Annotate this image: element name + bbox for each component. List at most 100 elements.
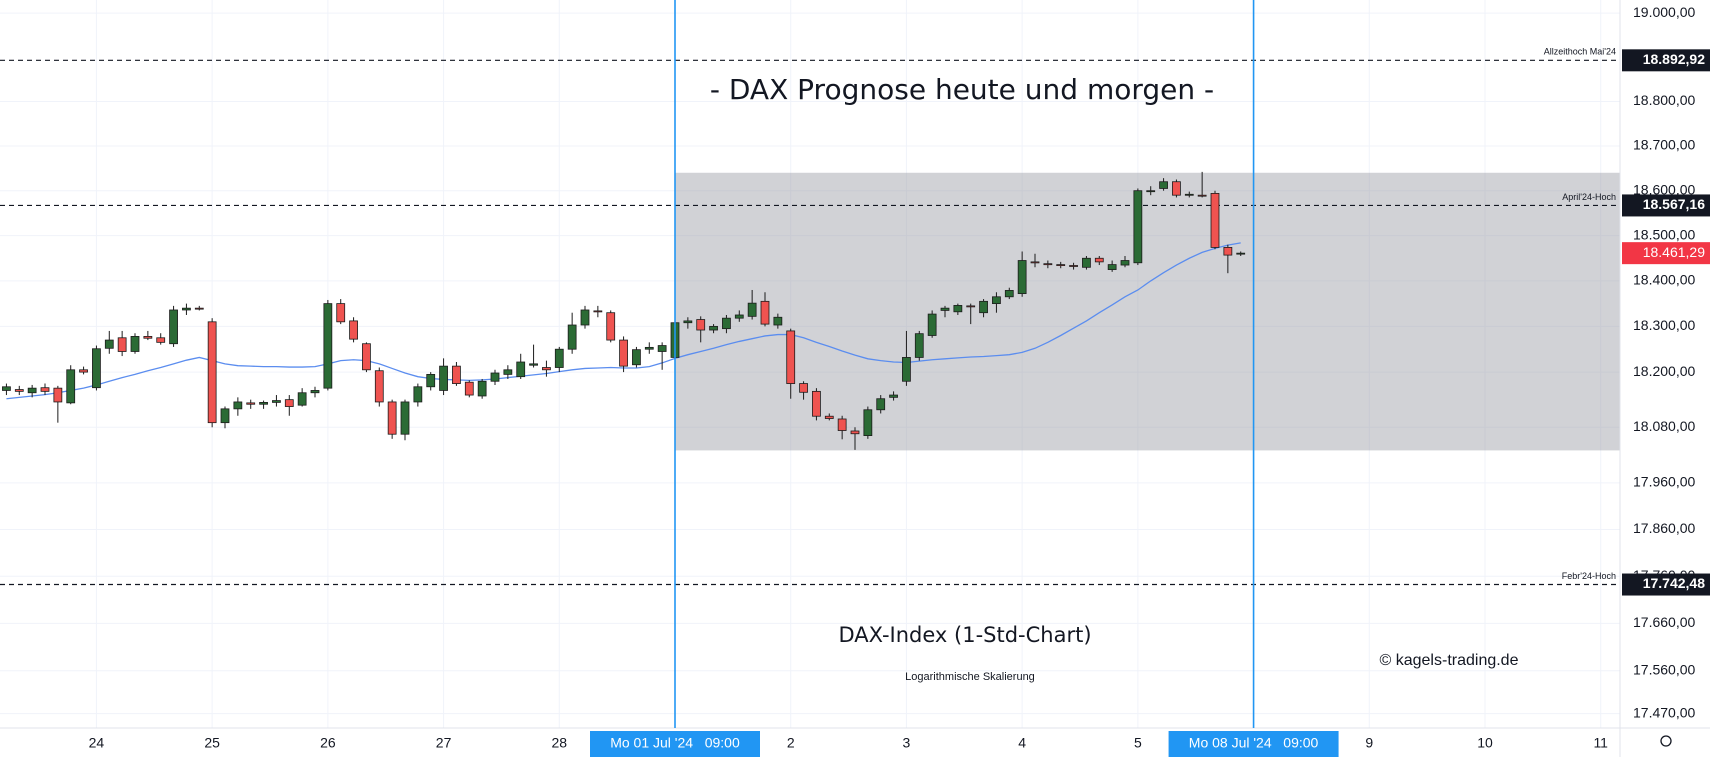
- candle-body: [529, 363, 538, 366]
- settings-icon[interactable]: [1660, 735, 1672, 747]
- level-note: Febr'24-Hoch: [1562, 571, 1616, 581]
- candle-body: [1069, 265, 1078, 267]
- candle-body: [310, 390, 320, 394]
- y-tick-label: 19.000,00: [1633, 4, 1695, 20]
- credit: © kagels-trading.de: [1380, 652, 1519, 669]
- candle-body: [824, 415, 834, 419]
- candle-body: [1107, 264, 1117, 270]
- x-tick-label: 3: [903, 735, 911, 751]
- candle-body: [567, 324, 577, 350]
- candle-body: [40, 387, 50, 392]
- candle-body: [182, 307, 191, 311]
- candle-body: [606, 312, 616, 341]
- candle-body: [632, 349, 641, 366]
- level-label-box: [1622, 49, 1710, 72]
- last-price-label: 18.461,29: [1643, 244, 1705, 260]
- chart-subtitle: DAX-Index (1-Std-Chart): [838, 623, 1091, 647]
- candle-body: [747, 302, 757, 317]
- candle-body: [1184, 193, 1194, 196]
- x-tick-label: 5: [1134, 735, 1142, 751]
- candle-body: [1094, 257, 1104, 263]
- candle-body: [284, 399, 294, 407]
- x-tick-label: 25: [204, 735, 220, 751]
- candle-body: [1146, 190, 1156, 193]
- candle-body: [104, 339, 114, 349]
- level-label: 18.567,16: [1643, 196, 1705, 212]
- candle-body: [722, 317, 731, 330]
- candle-body: [644, 346, 654, 350]
- candle-body: [194, 307, 204, 310]
- candle-body: [889, 394, 898, 398]
- candle-body: [619, 339, 628, 367]
- candle-body: [850, 430, 860, 435]
- candle-body: [297, 392, 307, 406]
- y-tick-label: 17.560,00: [1633, 661, 1695, 677]
- candle-body: [374, 370, 384, 403]
- candle-body: [400, 401, 410, 435]
- candle-body: [349, 320, 358, 340]
- candle-body: [220, 408, 230, 424]
- candle-body: [156, 337, 166, 343]
- x-tick-label: 28: [551, 735, 567, 751]
- candle-body: [143, 336, 153, 339]
- candle-body: [1159, 181, 1168, 189]
- y-tick-label: 18.400,00: [1633, 272, 1695, 288]
- y-tick-label: 18.600,00: [1633, 181, 1695, 197]
- candle-body: [953, 305, 963, 313]
- y-tick-label: 18.700,00: [1633, 137, 1695, 153]
- candle-body: [130, 336, 140, 352]
- text-layer: - DAX Prognose heute und morgen - DAX-In…: [710, 73, 1519, 683]
- y-tick-label: 18.800,00: [1633, 92, 1695, 108]
- candle-body: [580, 309, 590, 326]
- candle-body: [1030, 261, 1040, 264]
- candle-body: [516, 361, 526, 378]
- x-tick-label: Mo 08 Jul '24 09:00: [1189, 735, 1319, 751]
- level-note: Allzeithoch Mai'24: [1544, 47, 1616, 57]
- candle-body: [169, 309, 178, 345]
- candle-body: [966, 305, 976, 308]
- y-tick-label: 18.300,00: [1633, 317, 1695, 333]
- candle-body: [992, 296, 1001, 305]
- candle-body: [259, 402, 268, 405]
- candle-body: [863, 409, 873, 437]
- candle-body: [902, 357, 911, 382]
- candle-body: [490, 372, 500, 382]
- y-tick-label: 17.660,00: [1633, 614, 1695, 630]
- candle-body: [452, 365, 461, 384]
- candle-body: [1004, 290, 1014, 298]
- candle-body: [464, 381, 474, 396]
- candle-body: [760, 300, 770, 325]
- highlight-label-box: [590, 731, 760, 757]
- candle-body: [773, 316, 783, 326]
- level-label-box: [1622, 194, 1710, 217]
- candle-body: [1056, 264, 1066, 266]
- y-tick-label: 18.200,00: [1633, 363, 1695, 379]
- candle-body: [79, 369, 88, 373]
- candle-body: [709, 325, 718, 331]
- candle-body: [542, 367, 551, 371]
- candle-body: [66, 369, 76, 404]
- candle-body: [1223, 247, 1233, 256]
- scale-note: Logarithmische Skalierung: [905, 671, 1035, 683]
- candle-body: [1017, 260, 1027, 295]
- candle-body: [14, 389, 24, 392]
- candle-body: [683, 320, 693, 324]
- x-tick-label: 24: [89, 735, 105, 751]
- candle-body: [503, 369, 513, 375]
- candle-body: [696, 319, 706, 331]
- candle-body: [426, 373, 436, 388]
- candle-body: [1120, 260, 1130, 266]
- x-tick-label: 26: [320, 735, 336, 751]
- candle-body: [734, 314, 744, 319]
- candle-body: [799, 383, 808, 393]
- level-label: 18.892,92: [1643, 51, 1705, 67]
- candle-body: [117, 337, 127, 352]
- candle-body: [593, 310, 603, 313]
- background-layer: [0, 0, 1620, 728]
- candle-body: [837, 418, 847, 431]
- candle-body: [1133, 190, 1143, 264]
